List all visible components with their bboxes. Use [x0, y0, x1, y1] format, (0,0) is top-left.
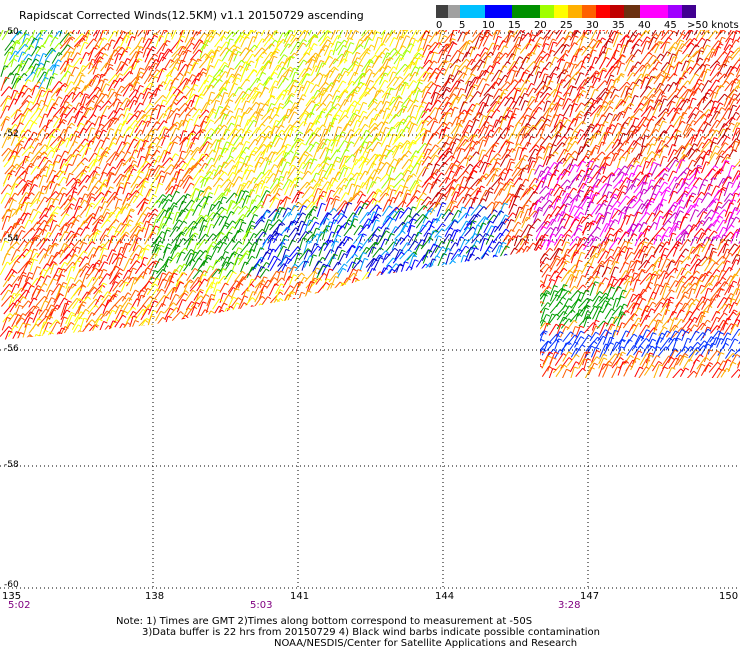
- colorbar-tick: 25: [560, 20, 573, 31]
- colorbar-tick: 15: [508, 20, 521, 31]
- lon-label: 135: [2, 591, 22, 602]
- note-line: NOAA/NESDIS/Center for Satellite Applica…: [274, 638, 578, 649]
- time-label: 5:02: [8, 600, 31, 611]
- color-swatch: [554, 5, 568, 18]
- lat-label: -60: [4, 580, 19, 590]
- color-swatch: [540, 5, 554, 18]
- lat-label: -56: [4, 344, 19, 354]
- lat-label: -50: [4, 27, 19, 37]
- color-swatch: [568, 5, 582, 18]
- lat-label: -58: [4, 460, 19, 470]
- grid-lines: [0, 30, 740, 590]
- colorbar-tick: 30: [586, 20, 599, 31]
- color-swatch: [682, 5, 696, 18]
- wind-barbs: [0, 30, 740, 378]
- colorbar-tick: 35: [612, 20, 625, 31]
- colorbar-tick: 10: [482, 20, 495, 31]
- note-line: Note: 1) Times are GMT 2)Times along bot…: [116, 616, 533, 627]
- color-swatch: [596, 5, 610, 18]
- colorbar-tick: 40: [638, 20, 651, 31]
- color-swatch: [460, 5, 485, 18]
- colorbar-tick: >50 knots: [687, 20, 739, 31]
- lat-label: -54: [4, 234, 19, 244]
- time-label: 3:28: [558, 600, 581, 611]
- color-swatch: [582, 5, 596, 18]
- lon-label: 150: [719, 591, 739, 602]
- lon-label: 141: [290, 591, 310, 602]
- color-swatch: [610, 5, 624, 18]
- colorbar-tick: 0: [436, 20, 443, 31]
- color-swatch: [640, 5, 668, 18]
- color-swatch: [668, 5, 682, 18]
- colorbar-tick: 45: [664, 20, 677, 31]
- lat-label: -52: [4, 129, 19, 139]
- color-swatch: [436, 5, 448, 18]
- color-swatch: [624, 5, 640, 18]
- lon-label: 138: [145, 591, 165, 602]
- map-title: Rapidscat Corrected Winds(12.5KM) v1.1 2…: [19, 9, 364, 22]
- notes: Note: 1) Times are GMT 2)Times along bot…: [116, 616, 600, 649]
- colorbar-tick: 20: [534, 20, 547, 31]
- color-swatch: [485, 5, 512, 18]
- note-line: 3)Data buffer is 22 hrs from 20150729 4)…: [142, 627, 600, 638]
- color-swatch: [448, 5, 460, 18]
- time-label: 5:03: [250, 600, 273, 611]
- lon-label: 144: [435, 591, 455, 602]
- lon-label: 147: [580, 591, 600, 602]
- colorbar-tick: 5: [459, 20, 466, 31]
- color-swatch: [512, 5, 540, 18]
